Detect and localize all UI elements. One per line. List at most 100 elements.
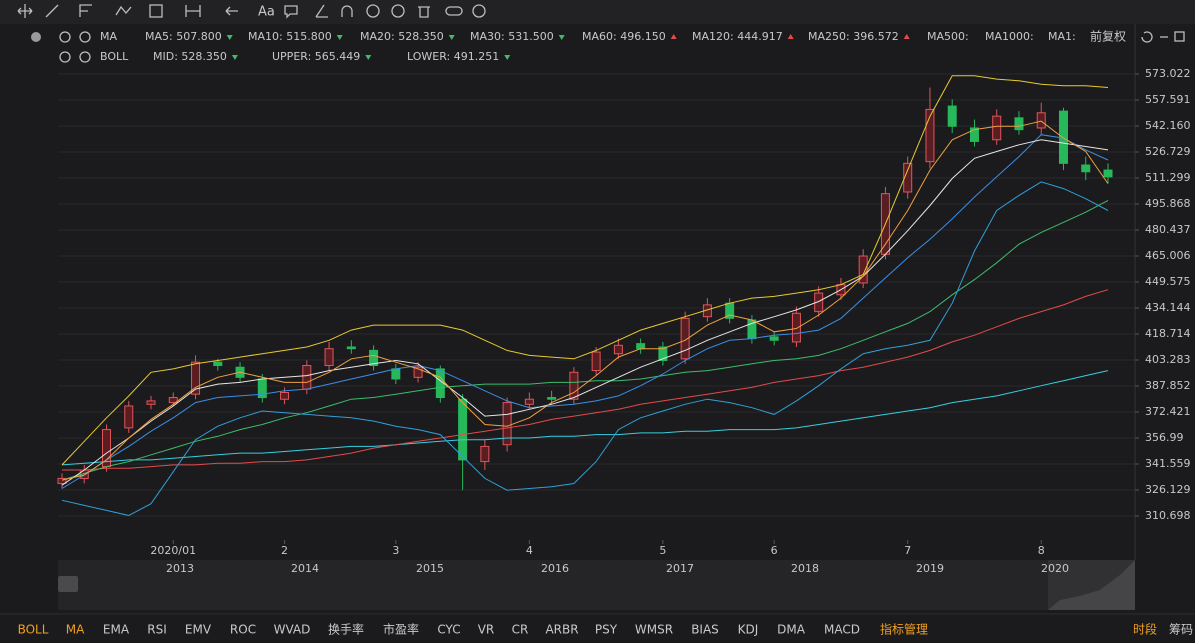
candle-body (547, 397, 557, 400)
trend-arrow (504, 55, 511, 60)
collapse-icon[interactable] (31, 32, 41, 42)
overview-strip[interactable] (58, 560, 1135, 610)
candle-body (413, 366, 423, 378)
right-tab[interactable]: 时段 (1133, 622, 1157, 637)
legend-item[interactable]: MA250: 396.572 (808, 30, 899, 43)
setting-icon[interactable] (59, 31, 71, 43)
setting-icon[interactable] (59, 51, 71, 63)
angle-tool[interactable] (315, 4, 328, 18)
trend-arrow (448, 35, 455, 40)
legend-item[interactable]: MA30: 531.500 (470, 30, 554, 43)
candle-body (969, 127, 979, 142)
legend-item[interactable]: LOWER: 491.251 (407, 50, 499, 63)
indicator-tab[interactable]: VR (478, 623, 495, 637)
indicator-tab[interactable]: MACD (824, 623, 860, 637)
right-tab[interactable]: 筹码 (1169, 623, 1193, 637)
trend-arrow (336, 35, 343, 40)
candle-body (391, 368, 401, 380)
indicator-tab[interactable]: PSY (595, 623, 618, 637)
candle-body (324, 348, 334, 367)
indicator-tab[interactable]: BIAS (691, 623, 719, 637)
candle-body (658, 346, 668, 361)
line-tool[interactable] (45, 4, 59, 18)
indicator-tab[interactable]: ARBR (545, 623, 578, 637)
plot (57, 24, 1139, 560)
candle-body (124, 405, 134, 429)
overview-year: 2019 (916, 562, 944, 575)
settings-tool[interactable] (472, 4, 486, 18)
overview-year: 2013 (166, 562, 194, 575)
indicator-line (61, 120, 1109, 481)
indicator-line (62, 289, 1109, 471)
text-tool[interactable]: Aa (258, 5, 275, 20)
maximize-icon[interactable] (1174, 31, 1185, 42)
magnet-tool[interactable] (341, 5, 353, 17)
eye-tool[interactable] (391, 4, 405, 18)
x-tick-label: 2020/01 (150, 544, 196, 557)
x-tick-label: 3 (392, 544, 399, 557)
y-tick-label: 326.129 (1145, 483, 1191, 496)
legend-item[interactable]: MA1000: (985, 30, 1034, 43)
legend-item[interactable]: MA60: 496.150 (582, 30, 666, 43)
lock-tool[interactable] (366, 4, 380, 18)
legend-item[interactable]: MID: 528.350 (153, 50, 227, 63)
candle-body (814, 292, 824, 313)
trend-arrow (787, 34, 794, 39)
indicator-tab[interactable]: WMSR (635, 623, 673, 637)
candle-body (992, 115, 1002, 141)
indicator-tab[interactable]: CYC (437, 623, 460, 637)
shape-tool[interactable] (149, 4, 163, 18)
indicator-tab[interactable]: BOLL (18, 623, 49, 637)
move-tool[interactable] (17, 4, 33, 18)
indicator-tab[interactable]: RSI (147, 623, 167, 637)
y-tick-label: 356.99 (1145, 431, 1184, 444)
indicator-tab[interactable]: DMA (777, 623, 806, 637)
candle-body (480, 445, 490, 463)
overview-handle[interactable] (58, 576, 78, 592)
overview-year: 2014 (291, 562, 319, 575)
candle-body (458, 398, 468, 461)
x-tick-label: 8 (1038, 544, 1045, 557)
y-tick-label: 480.437 (1145, 223, 1191, 236)
legend-item[interactable]: MA500: (927, 30, 969, 43)
trend-arrow (226, 35, 233, 40)
indicator-tab[interactable]: 换手率 (328, 622, 364, 637)
arrow-tool[interactable] (225, 6, 238, 16)
indicator-tab[interactable]: KDJ (738, 623, 759, 637)
overview-year: 2018 (791, 562, 819, 575)
toggle-tool[interactable] (445, 6, 463, 16)
candle-body (213, 361, 223, 367)
legend-item[interactable]: MA5: 507.800 (145, 30, 222, 43)
trend-arrow (670, 34, 677, 39)
legend-title: MA (100, 30, 117, 43)
legend-item[interactable]: MA1: (1048, 30, 1076, 43)
close-icon[interactable] (79, 31, 91, 43)
indicator-tab[interactable]: CR (512, 623, 529, 637)
indicator-tab[interactable]: MA (66, 623, 85, 637)
overview-year: 2020 (1041, 562, 1069, 575)
adjust-button[interactable]: 前复权 (1090, 29, 1126, 44)
delete-tool[interactable] (418, 6, 430, 18)
indicator-line (61, 134, 1109, 489)
indicator-tab[interactable]: EMV (185, 623, 212, 637)
overview-window[interactable] (1048, 560, 1135, 610)
legend-item[interactable]: MA10: 515.800 (248, 30, 332, 43)
reset-icon[interactable] (1141, 31, 1153, 43)
fib-tool[interactable] (79, 4, 92, 17)
candle-body (791, 312, 801, 343)
indicator-tab[interactable]: ROC (230, 623, 256, 637)
candle-body (636, 343, 646, 350)
close-icon[interactable] (79, 51, 91, 63)
indicator-tab[interactable]: 指标管理 (880, 622, 928, 637)
legend-item[interactable]: MA120: 444.917 (692, 30, 783, 43)
measure-tool[interactable] (185, 5, 201, 17)
legend-item[interactable]: UPPER: 565.449 (272, 50, 360, 63)
note-tool[interactable] (284, 5, 298, 19)
indicator-tab[interactable]: 市盈率 (383, 622, 419, 637)
indicator-tab[interactable]: WVAD (274, 623, 311, 637)
legend-item[interactable]: MA20: 528.350 (360, 30, 444, 43)
indicator-tab[interactable]: EMA (103, 623, 130, 637)
wave-tool[interactable] (115, 5, 132, 16)
